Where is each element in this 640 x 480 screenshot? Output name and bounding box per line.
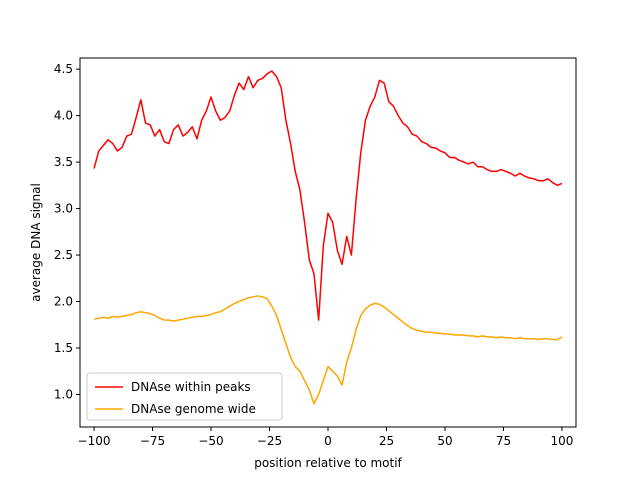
y-axis-label: average DNA signal <box>29 183 43 302</box>
y-tick-label: 2.0 <box>54 295 73 309</box>
x-tick-label: 75 <box>496 434 511 448</box>
legend-label-1: DNAse within peaks <box>131 380 251 394</box>
y-tick-label: 3.0 <box>54 202 73 216</box>
x-axis-label: position relative to motif <box>254 456 402 470</box>
x-tick-label: 0 <box>324 434 332 448</box>
x-tick-label: −100 <box>78 434 111 448</box>
series-line-1 <box>93 70 563 321</box>
y-axis: 1.0 1.5 2.0 2.5 3.0 3.5 4.0 4.5 <box>54 62 80 401</box>
x-tick-label: 100 <box>551 434 574 448</box>
legend-label-2: DNAse genome wide <box>131 402 256 416</box>
y-tick-label: 1.0 <box>54 387 73 401</box>
x-tick-label: −75 <box>140 434 165 448</box>
legend-box <box>86 372 283 421</box>
y-tick-label: 4.5 <box>54 62 73 76</box>
x-tick-label: 25 <box>379 434 394 448</box>
x-axis: −100 −75 −50 −25 0 25 50 75 100 <box>78 427 574 448</box>
legend: DNAse within peaks DNAse genome wide <box>86 372 283 421</box>
series-line-2 <box>93 295 563 405</box>
x-tick-label: −25 <box>257 434 282 448</box>
x-tick-label: −50 <box>198 434 223 448</box>
y-tick-label: 1.5 <box>54 341 73 355</box>
y-tick-label: 4.0 <box>54 109 73 123</box>
x-tick-label: 50 <box>437 434 452 448</box>
series-layer <box>93 70 563 405</box>
y-tick-label: 3.5 <box>54 155 73 169</box>
y-tick-label: 2.5 <box>54 248 73 262</box>
